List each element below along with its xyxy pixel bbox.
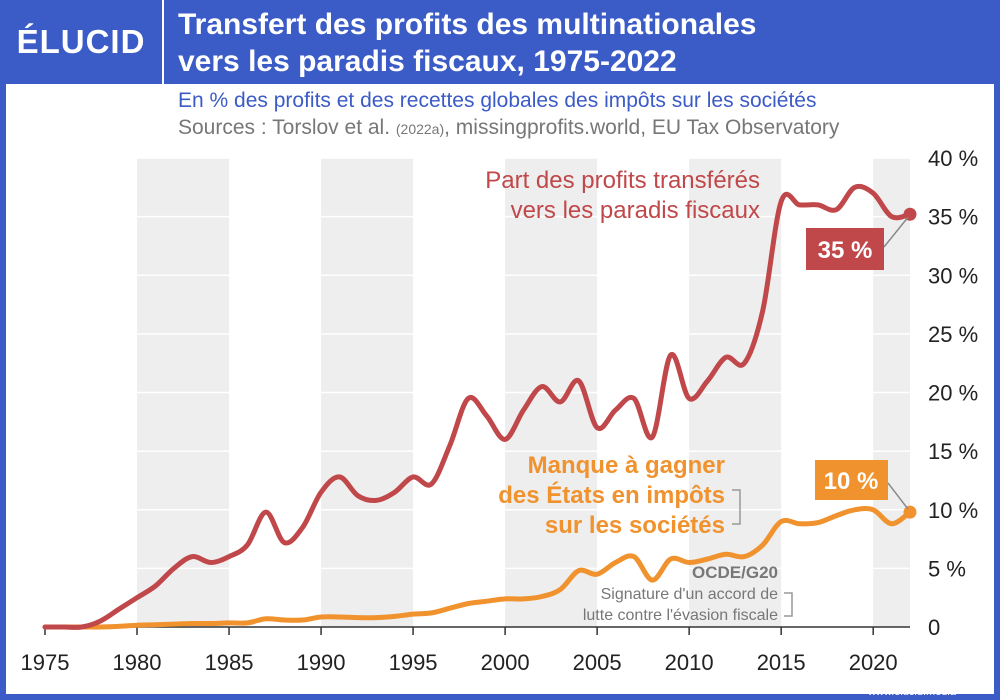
footer-url: www.elucid.media [867, 686, 956, 698]
x-tick-label: 1980 [113, 650, 162, 675]
value-badge-profits-label: 35 % [818, 237, 873, 264]
x-tick-label: 1975 [21, 650, 70, 675]
annotation-line-2: lutte contre l'évasion fiscale [583, 607, 778, 624]
sources-suffix: , missingprofits.world, EU Tax Observato… [444, 116, 840, 139]
series-line-profits [42, 183, 913, 630]
x-tick-label: 2010 [665, 650, 714, 675]
y-tick-label: 25 % [928, 322, 978, 347]
y-tick-label: 15 % [928, 439, 978, 464]
y-tick-label: 10 % [928, 498, 978, 523]
y-tick-label: 30 % [928, 263, 978, 288]
logo-box: ÉLUCID [0, 0, 164, 84]
sources-prefix: Sources : Torslov et al. [178, 116, 396, 139]
chart-subtitle: En % des profits et des recettes globale… [178, 89, 817, 112]
x-tick-label: 2005 [573, 650, 622, 675]
annotation-bracket [784, 592, 793, 617]
series-label-profits-line1: Part des profits transférés [485, 167, 760, 194]
annotation-line-1: Signature d'un accord de [601, 586, 779, 603]
x-tick-label: 2015 [757, 650, 806, 675]
y-tick-label: 20 % [928, 381, 978, 406]
x-tick-label: 1990 [297, 650, 346, 675]
y-tick-label: 0 [928, 615, 940, 640]
end-point-profits [903, 207, 917, 221]
series-label-impots-line2: des États en impôts [498, 481, 725, 509]
series-label-impots-line1: Manque à gagner [528, 452, 725, 479]
value-badge-impots-label: 10 % [824, 468, 879, 495]
series-label-profits-line2: vers les paradis fiscaux [511, 197, 760, 224]
badge-connector-impots [887, 482, 909, 510]
badge-connector-profits [883, 216, 909, 248]
title-line-2: vers les paradis fiscaux, 1975-2022 [178, 45, 677, 78]
page-title: Transfert des profits des multinationale… [178, 6, 978, 80]
series-label-impots-line3: sur les sociétés [545, 512, 725, 539]
x-tick-label: 2000 [481, 650, 530, 675]
value-badge-profits [806, 228, 884, 270]
x-tick-label: 1985 [205, 650, 254, 675]
title-line-1: Transfert des profits des multinationale… [178, 8, 757, 41]
y-tick-label: 5 % [928, 556, 966, 581]
y-tick-label: 40 % [928, 146, 978, 171]
x-tick-label: 1995 [389, 650, 438, 675]
end-point-impots [903, 505, 917, 519]
x-tick-label: 2020 [849, 650, 898, 675]
series-line-impots [42, 505, 913, 630]
sources-line: Sources : Torslov et al. (2022a), missin… [178, 116, 839, 140]
sources-year: (2022a) [395, 121, 445, 137]
label-bracket-impots [732, 489, 741, 525]
y-tick-label: 35 % [928, 205, 978, 230]
paper-plane-icon [960, 681, 990, 697]
brand-logo: ÉLUCID [16, 23, 146, 60]
annotation-title: OCDE/G20 [692, 563, 778, 582]
value-badge-impots [815, 460, 888, 500]
header-bar [0, 0, 1000, 84]
